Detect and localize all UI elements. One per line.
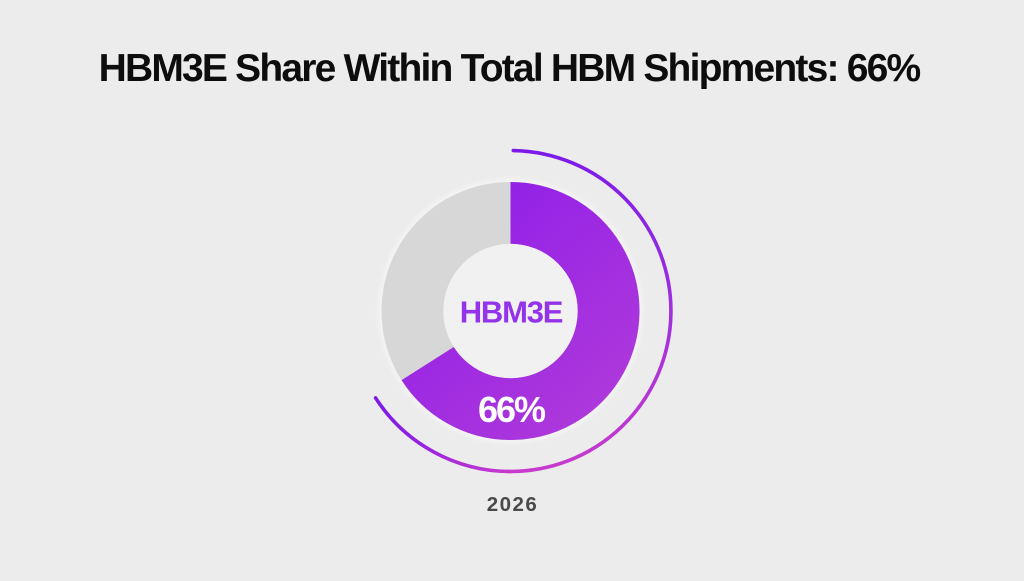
svg-text:HBM3E: HBM3E xyxy=(460,295,563,330)
svg-text:66%: 66% xyxy=(478,389,546,430)
svg-text:HBM3E Share Within Total HBM S: HBM3E Share Within Total HBM Shipments: … xyxy=(99,47,921,90)
svg-text:2026: 2026 xyxy=(487,493,539,516)
